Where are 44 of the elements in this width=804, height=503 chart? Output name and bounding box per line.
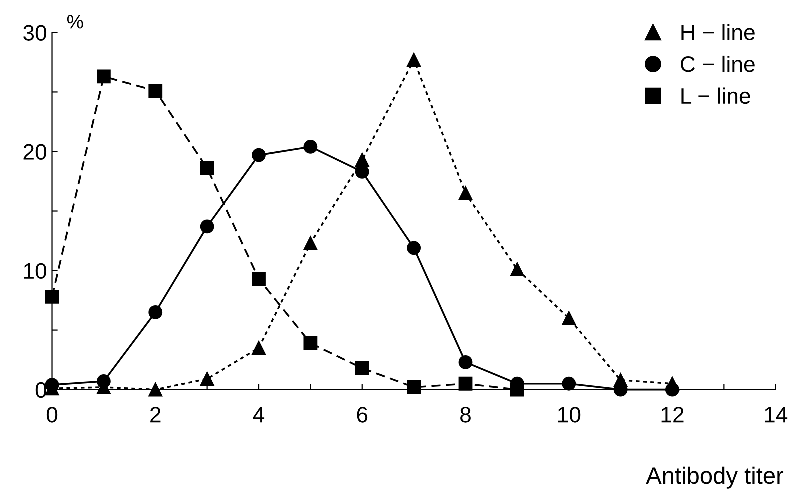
- point: [666, 376, 680, 391]
- y-tick-label: 0: [36, 382, 47, 398]
- point: [510, 262, 524, 277]
- point: [252, 341, 266, 356]
- point: [407, 53, 422, 68]
- x-tick-label: 6: [357, 407, 368, 423]
- point: [458, 186, 473, 200]
- x-tick-label: 0: [46, 407, 58, 423]
- point: [148, 84, 163, 98]
- point: [97, 70, 111, 84]
- point: [355, 153, 370, 168]
- x-tick-label: 4: [253, 407, 265, 423]
- point: [304, 236, 318, 250]
- point: [458, 376, 473, 391]
- point: [148, 382, 163, 397]
- point: [458, 356, 473, 370]
- y-tick-label: 30: [24, 25, 47, 41]
- point: [562, 311, 576, 326]
- x-tick-label: 12: [662, 407, 684, 423]
- y-axis-title: %: [67, 15, 84, 29]
- x-tick-label: 10: [558, 407, 581, 423]
- point: [200, 161, 214, 176]
- point: [304, 336, 318, 350]
- point: [407, 380, 422, 394]
- y-tick-label: 10: [24, 263, 47, 280]
- point: [45, 290, 60, 304]
- point: [304, 140, 318, 154]
- point: [200, 220, 214, 234]
- x-tick-label: 2: [150, 407, 161, 423]
- x-tick-label: 8: [460, 407, 471, 423]
- point: [148, 306, 163, 320]
- point: [252, 148, 266, 162]
- y-tick-label: 20: [24, 144, 47, 160]
- point: [252, 272, 266, 286]
- point: [562, 376, 576, 391]
- point: [200, 372, 214, 386]
- point: [355, 361, 370, 376]
- point: [614, 373, 628, 388]
- x-axis-title: Antibody titer: [646, 466, 784, 489]
- legend-label: C − line: [681, 56, 755, 72]
- legend-label: L − line: [682, 88, 750, 104]
- legend-label: H − line: [682, 24, 755, 40]
- x-tick-label: 14: [765, 407, 788, 423]
- point: [407, 241, 422, 256]
